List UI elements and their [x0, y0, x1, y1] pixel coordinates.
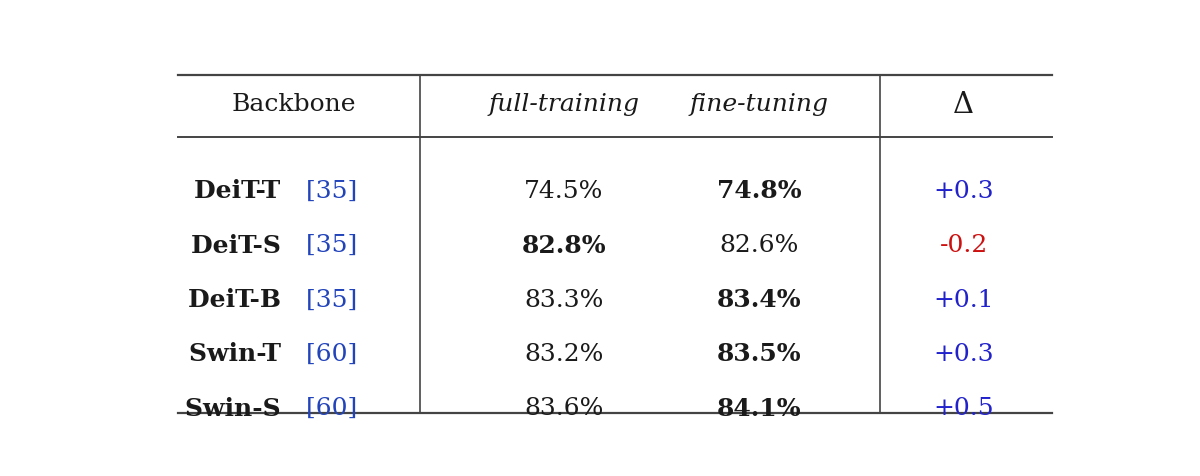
Text: 83.2%: 83.2%	[524, 342, 604, 365]
Text: Swin-S: Swin-S	[185, 396, 289, 420]
Text: 74.5%: 74.5%	[524, 179, 604, 202]
Text: 83.5%: 83.5%	[716, 342, 802, 366]
Text: [35]: [35]	[289, 234, 356, 257]
Text: [60]: [60]	[289, 397, 356, 419]
Text: [35]: [35]	[289, 179, 356, 202]
Text: 83.6%: 83.6%	[524, 397, 604, 419]
Text: 82.6%: 82.6%	[720, 234, 799, 257]
Text: -0.2: -0.2	[940, 234, 988, 257]
Text: fine-tuning: fine-tuning	[690, 93, 829, 116]
Text: full-training: full-training	[488, 93, 640, 116]
Text: 83.3%: 83.3%	[524, 288, 604, 311]
Text: 74.8%: 74.8%	[716, 179, 802, 203]
Text: +0.3: +0.3	[934, 179, 994, 202]
Text: [60]: [60]	[289, 342, 356, 365]
Text: 84.1%: 84.1%	[716, 396, 802, 420]
Text: [35]: [35]	[289, 288, 356, 311]
Text: 83.4%: 83.4%	[716, 288, 802, 311]
Text: DeiT-B: DeiT-B	[187, 288, 289, 311]
Text: DeiT-T: DeiT-T	[194, 179, 289, 203]
Text: Δ: Δ	[953, 91, 974, 119]
Text: Swin-T: Swin-T	[188, 342, 289, 366]
Text: 82.8%: 82.8%	[522, 233, 606, 257]
Text: DeiT-S: DeiT-S	[191, 233, 289, 257]
Text: +0.1: +0.1	[934, 288, 994, 311]
Text: Backbone: Backbone	[232, 93, 356, 116]
Text: +0.5: +0.5	[934, 397, 994, 419]
Text: +0.3: +0.3	[934, 342, 994, 365]
